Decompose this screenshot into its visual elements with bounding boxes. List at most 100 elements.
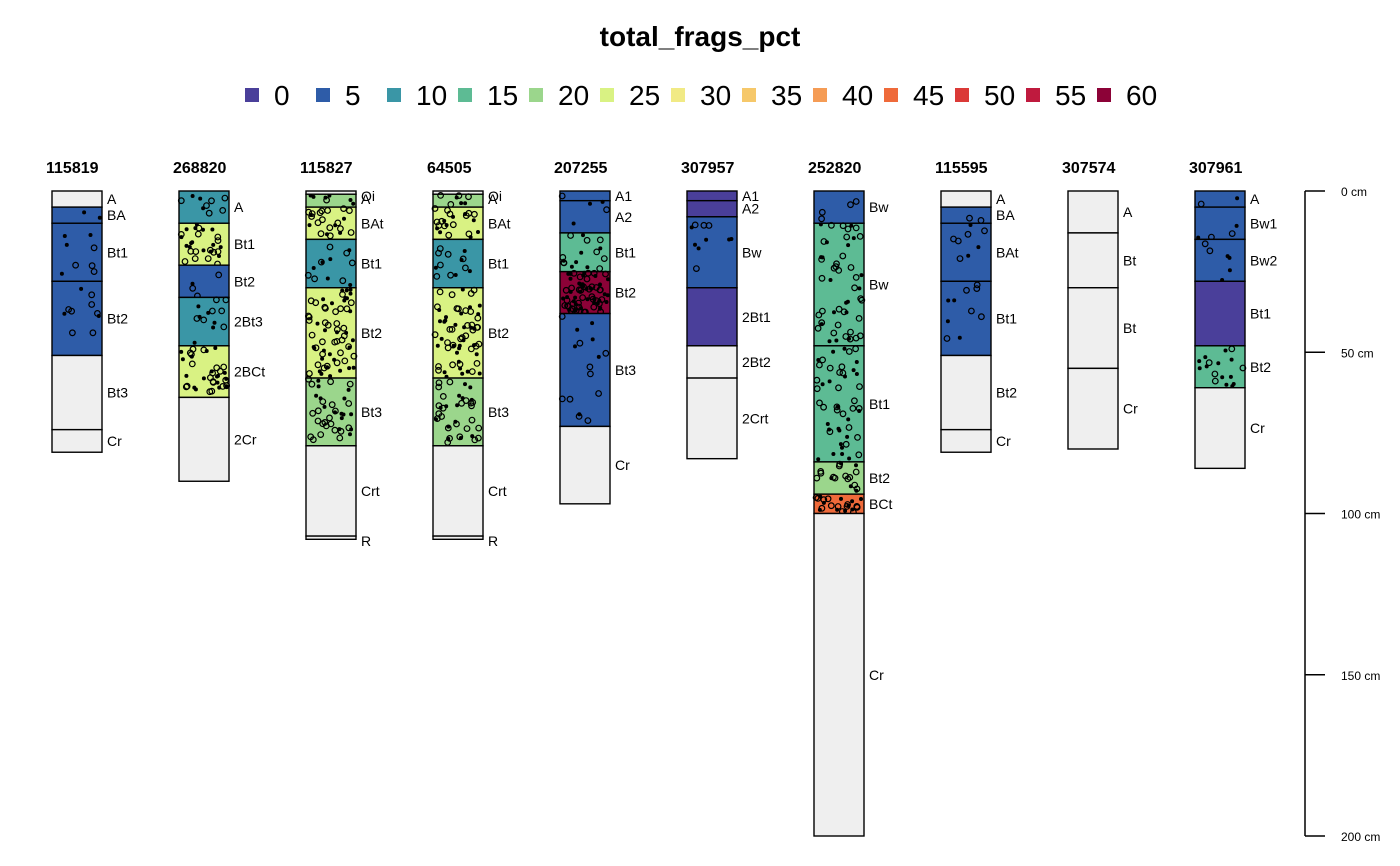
fragment-dot (849, 405, 857, 412)
fragment-dot (326, 224, 334, 232)
fragment-dot (460, 287, 465, 292)
fragment-dot (820, 403, 827, 411)
fragment-dot (216, 367, 224, 375)
horizon-label: A (234, 199, 244, 215)
fragment-dot (322, 404, 327, 409)
fragment-dot (1220, 375, 1225, 380)
fragment-dot (305, 375, 312, 383)
fragment-dot (853, 463, 858, 468)
fragment-dot (311, 194, 316, 199)
fragment-dot (444, 250, 452, 258)
horizon-block (940, 354, 992, 431)
fragment-dot (350, 338, 355, 343)
legend-swatch (955, 88, 969, 102)
fragment-dot (943, 335, 951, 342)
fragment-dot (317, 431, 325, 439)
fragment-dot (453, 322, 458, 327)
fragment-dot (351, 201, 356, 206)
fragment-dot (474, 352, 479, 357)
fragment-dot (836, 369, 843, 376)
fragment-dot (64, 242, 69, 247)
fragment-dot (835, 384, 842, 392)
fragment-dot (945, 319, 950, 324)
horizon-label: Bt1 (1250, 306, 1271, 322)
horizon-label: Bt2 (361, 325, 382, 341)
fragment-dot (211, 325, 216, 330)
horizon-block (51, 206, 103, 224)
fragment-dot (333, 326, 341, 334)
fragment-dot (850, 507, 855, 512)
fragment-dot (88, 291, 96, 299)
fragment-dot (604, 300, 609, 305)
fragment-dot (573, 308, 578, 313)
fragment-dot (693, 265, 700, 273)
fragment-dot (597, 298, 602, 303)
horizon-block (559, 425, 611, 505)
fragment-dot (205, 209, 213, 217)
horizon-label: Crt (361, 483, 380, 499)
fragment-dot (467, 345, 475, 353)
fragment-dot (818, 274, 826, 282)
fragment-dot (952, 298, 957, 303)
fragment-dot (966, 214, 973, 222)
fragment-dot (456, 360, 464, 368)
chart-title: total_frags_pct (600, 21, 801, 52)
fragment-dot (189, 345, 197, 353)
axis-tick-label: 50 cm (1341, 346, 1374, 360)
fragment-dot (221, 194, 229, 202)
legend-label: 20 (558, 80, 589, 111)
horizon-block (178, 264, 230, 299)
fragment-dot (569, 264, 574, 269)
fragment-dot (348, 287, 353, 292)
fragment-dot (339, 277, 347, 285)
fragment-dot (327, 378, 335, 386)
fragment-dot (190, 194, 195, 199)
horizon-label: Bt1 (996, 310, 1017, 326)
legend-swatch (884, 88, 898, 102)
fragment-dot (819, 255, 824, 260)
fragment-dot (834, 503, 842, 510)
fragment-dot (842, 472, 849, 480)
fragment-dot (468, 416, 476, 424)
fragment-dot (316, 209, 324, 217)
fragment-dot (575, 299, 582, 307)
fragment-dot (565, 295, 570, 300)
fragment-dot (813, 376, 821, 384)
fragment-dot (332, 308, 340, 316)
fragment-dot (326, 232, 334, 240)
fragment-dot (454, 195, 459, 200)
fragment-dot (307, 433, 315, 441)
fragment-dot (1206, 247, 1214, 255)
fragment-dot (589, 286, 594, 291)
horizon-label: Bt1 (234, 236, 255, 252)
fragment-dot (437, 261, 444, 269)
fragment-dot (462, 249, 467, 254)
fragment-dot (327, 352, 332, 357)
fragment-dot (444, 404, 449, 409)
fragment-dot (435, 366, 442, 374)
fragment-dot (558, 395, 566, 403)
legend-label: 60 (1126, 80, 1157, 111)
horizon-label: Bt2 (996, 385, 1017, 401)
fragment-dot (1205, 359, 1213, 367)
horizon-label: Cr (869, 667, 884, 683)
fragment-dot (852, 224, 860, 232)
horizon-label: 2Crt (742, 410, 769, 426)
fragment-dot (580, 233, 585, 238)
fragment-dot (835, 305, 843, 313)
fragment-dot (437, 308, 442, 313)
fragment-dot (824, 495, 832, 503)
fragment-dot (847, 456, 852, 461)
fragment-dot (319, 398, 327, 406)
fragment-dot (200, 346, 208, 354)
fragment-dot (334, 219, 342, 227)
fragment-dot (189, 284, 197, 292)
fragment-dot (336, 434, 344, 442)
fragment-dot (597, 282, 602, 287)
fragment-dot (323, 195, 328, 200)
fragment-dot (843, 508, 848, 513)
fragment-dot (463, 382, 468, 387)
fragment-dot (859, 273, 864, 278)
fragment-dot (182, 383, 190, 391)
fragment-dot (816, 361, 823, 369)
